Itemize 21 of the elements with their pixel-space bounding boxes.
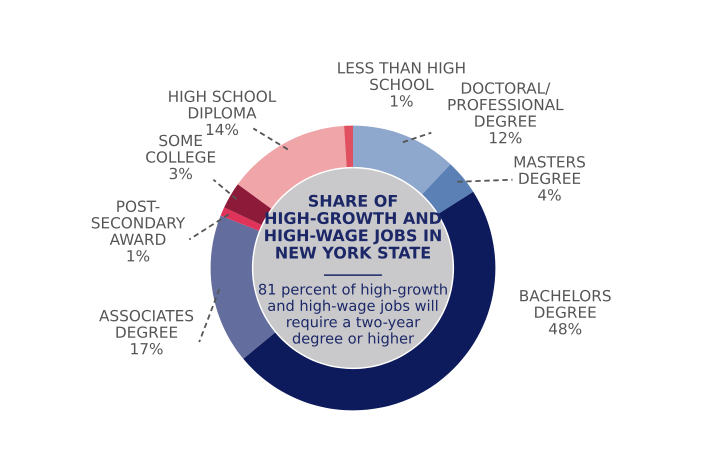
donut-slice (243, 192, 496, 410)
data-label: 3% (170, 168, 192, 180)
data-label: 14% (206, 124, 238, 136)
donut-slice (422, 164, 474, 214)
data-label: 4% (538, 189, 561, 201)
slice-label: POST- SECONDARY AWARD (92, 200, 186, 245)
slice-label: ASSOCIATES DEGREE (99, 310, 194, 338)
data-label: 48% (548, 322, 582, 335)
text: 81 percent of high-growth and high-wage jobs will require a two-year degree or higher (258, 283, 447, 347)
data-label: 17% (131, 342, 163, 354)
slice-label: HIGH SCHOOL DIPLOMA (169, 90, 276, 119)
donut-slice (353, 126, 450, 194)
data-label: 1% (128, 250, 150, 262)
text: SHARE OF HIGH-GROWTH AND HIGH-WAGE JOBS IN NEW YORK STATE (265, 194, 442, 259)
slice-label: SOME COLLEGE (146, 134, 216, 163)
data-label: 12% (490, 132, 522, 144)
slice-label: BACHELORS DEGREE (520, 290, 611, 318)
data-label: 1% (390, 95, 413, 107)
donut-slice (344, 126, 353, 168)
donut-slice (220, 207, 262, 231)
slice-label: MASTERS DEGREE (514, 156, 585, 184)
